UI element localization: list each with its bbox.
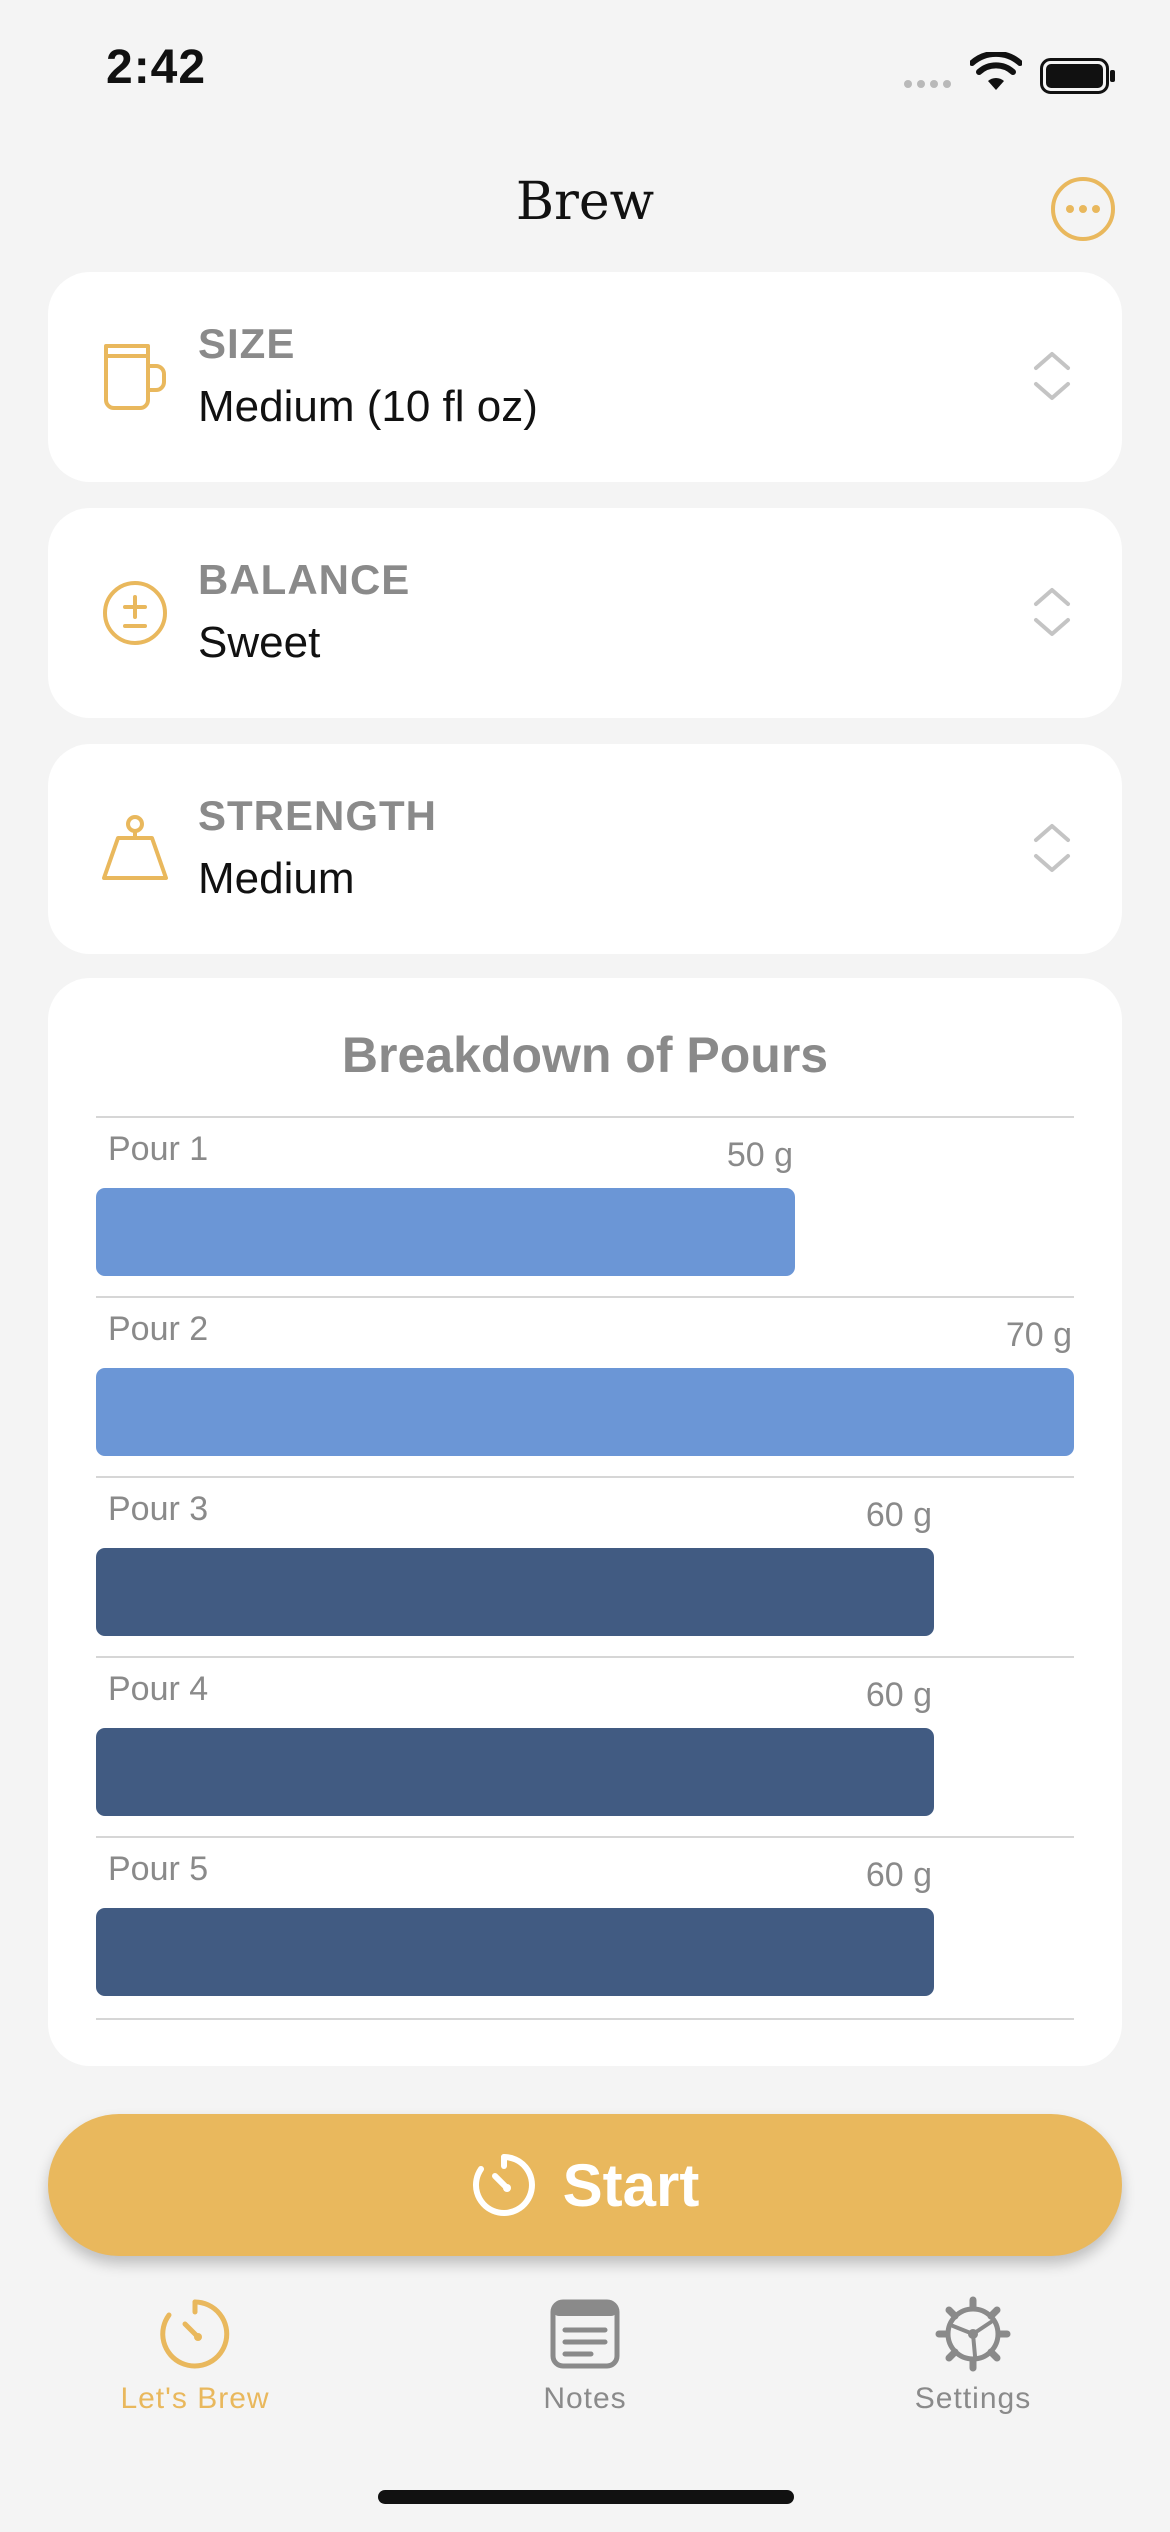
pour-value: 70 g [1005, 1316, 1072, 1354]
tab-label: Settings [914, 2382, 1032, 2415]
balance-label: BALANCE [198, 556, 411, 603]
size-selector[interactable]: SIZE Medium (10 fl oz) [48, 272, 1122, 482]
tab-label: Let's Brew [120, 2382, 270, 2415]
page-title: Brew [515, 172, 655, 232]
balance-selector[interactable]: BALANCE Sweet [48, 508, 1122, 718]
battery-icon [1040, 58, 1115, 94]
pour-bar [96, 1548, 934, 1636]
pour-row: Pour 4 60 g [96, 1656, 1074, 1838]
chevron-up-down-icon [1034, 352, 1070, 400]
plus-minus-icon [103, 581, 167, 645]
pour-value: 60 g [865, 1856, 932, 1894]
home-indicator [378, 2490, 794, 2504]
pour-bar [96, 1368, 1074, 1456]
balance-value: Sweet [198, 618, 321, 667]
pour-bar [96, 1188, 795, 1276]
start-button[interactable]: Start [48, 2114, 1122, 2256]
mug-icon [104, 344, 166, 410]
pour-row: Pour 3 60 g [96, 1476, 1074, 1658]
breakdown-title: Breakdown of Pours [341, 1027, 829, 1083]
strength-value: Medium [198, 854, 355, 903]
pour-value: 60 g [865, 1676, 932, 1714]
gear-icon [935, 2296, 1011, 2372]
pour-row: Pour 5 60 g [96, 1836, 1074, 2020]
pour-bar [96, 1728, 934, 1816]
weight-icon [102, 815, 168, 880]
tab-lets-brew[interactable]: Let's Brew [45, 2296, 345, 2416]
pour-row: Pour 2 70 g [96, 1296, 1074, 1478]
pour-label: Pour 3 [108, 1490, 209, 1528]
cellular-signal-icon [904, 80, 951, 88]
ellipsis-circle-icon[interactable] [1050, 176, 1116, 242]
pour-chart: Pour 1 50 g Pour 2 70 g Pour 3 60 g Pour 4 60 g… [96, 1116, 1074, 2020]
strength-selector[interactable]: STRENGTH Medium [48, 744, 1122, 954]
size-label: SIZE [198, 320, 296, 367]
tab-label: Notes [543, 2382, 627, 2415]
strength-label: STRENGTH [198, 792, 437, 839]
chevron-up-down-icon [1034, 824, 1070, 872]
pour-label: Pour 5 [108, 1850, 209, 1888]
pour-row: Pour 1 50 g [96, 1116, 1074, 1298]
size-value: Medium (10 fl oz) [198, 382, 538, 431]
pour-bar [96, 1908, 934, 1996]
pour-value: 60 g [865, 1496, 932, 1534]
chevron-up-down-icon [1034, 588, 1070, 636]
start-label: Start [562, 2151, 700, 2219]
timer-icon [472, 2154, 535, 2216]
tab-notes[interactable]: Notes [435, 2296, 735, 2416]
notes-icon [550, 2299, 620, 2369]
tab-settings[interactable]: Settings [823, 2296, 1123, 2416]
pour-label: Pour 4 [108, 1670, 209, 1708]
pour-label: Pour 1 [108, 1130, 209, 1168]
timer-icon [160, 2299, 230, 2369]
wifi-icon [970, 52, 1022, 90]
pour-value: 50 g [726, 1136, 793, 1174]
pour-label: Pour 2 [108, 1310, 209, 1348]
status-time: 2:42 [106, 41, 207, 94]
